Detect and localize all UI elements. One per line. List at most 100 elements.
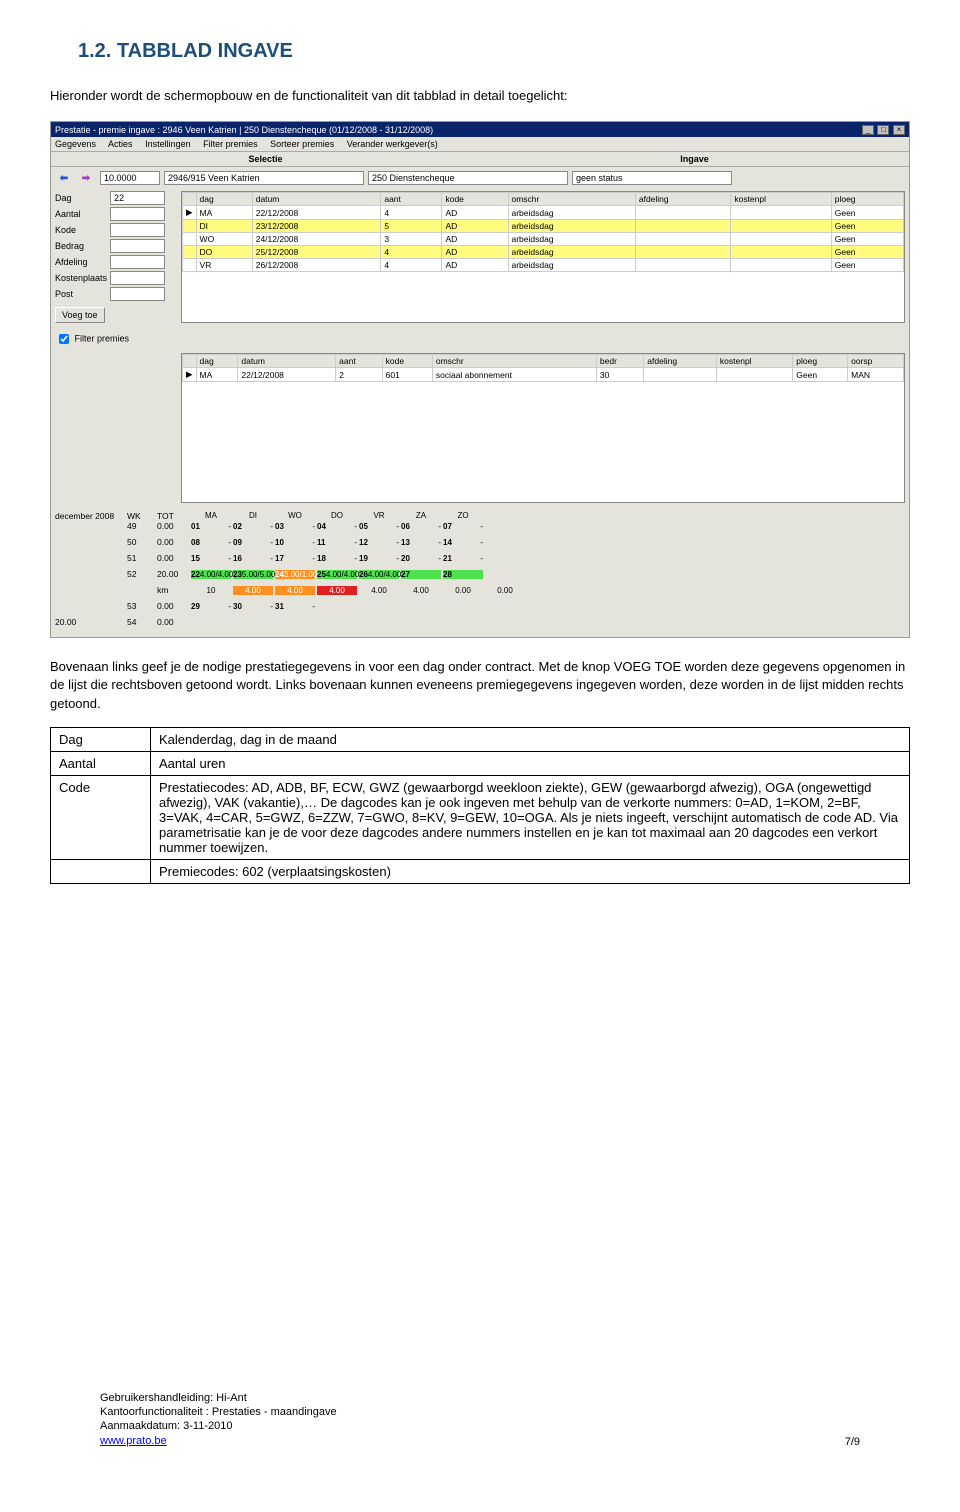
cal-day[interactable]: 06- bbox=[401, 522, 441, 531]
field-code[interactable]: 10.0000 bbox=[100, 171, 160, 185]
table-row[interactable]: WO24/12/20083ADarbeidsdagGeen bbox=[183, 233, 904, 246]
cal-bottom-total: 20.00 bbox=[55, 617, 125, 627]
grid-header: ploeg bbox=[793, 355, 848, 368]
cal-day[interactable]: 31- bbox=[275, 602, 315, 611]
cal-day[interactable]: 15- bbox=[191, 554, 231, 563]
table-row[interactable]: DO25/12/20084ADarbeidsdagGeen bbox=[183, 246, 904, 259]
cal-day[interactable]: 08- bbox=[191, 538, 231, 547]
field-status[interactable]: geen status bbox=[572, 171, 732, 185]
label-dag: Dag bbox=[55, 193, 110, 203]
table-row[interactable]: DI23/12/20085ADarbeidsdagGeen bbox=[183, 220, 904, 233]
intro-paragraph: Hieronder wordt de schermopbouw en de fu… bbox=[50, 87, 910, 105]
maximize-icon[interactable]: □ bbox=[877, 125, 889, 135]
menu-item[interactable]: Acties bbox=[108, 139, 133, 149]
cal-day[interactable]: 30- bbox=[233, 602, 273, 611]
voeg-toe-button[interactable]: Voeg toe bbox=[55, 307, 105, 323]
def-desc: Premiecodes: 602 (verplaatsingskosten) bbox=[151, 859, 910, 883]
nav-next-icon[interactable]: ➡ bbox=[76, 170, 96, 186]
cal-day[interactable]: 224.00/4.00 bbox=[191, 570, 231, 579]
cal-day[interactable]: 243.00/1.00 bbox=[275, 570, 315, 579]
grid-header: omschr bbox=[508, 193, 635, 206]
cal-day[interactable]: 27 bbox=[401, 570, 441, 579]
filter-premies-checkbox[interactable] bbox=[59, 334, 69, 344]
calendar-month: december 2008 bbox=[55, 511, 125, 521]
table-row[interactable]: ▶MA22/12/20082601sociaal abonnement30Gee… bbox=[183, 368, 904, 382]
cal-day[interactable]: 11- bbox=[317, 538, 357, 547]
menu-item[interactable]: Filter premies bbox=[203, 139, 258, 149]
input-aantal[interactable] bbox=[110, 207, 165, 221]
cal-wk: 53 bbox=[127, 601, 155, 611]
menu-item[interactable]: Gegevens bbox=[55, 139, 96, 149]
cal-day[interactable]: 254.00/4.00 bbox=[317, 570, 357, 579]
cal-header-day: MA bbox=[191, 511, 231, 521]
cal-day[interactable]: 16- bbox=[233, 554, 273, 563]
input-post[interactable] bbox=[110, 287, 165, 301]
cal-day[interactable]: 14- bbox=[443, 538, 483, 547]
def-row: DagKalenderdag, dag in de maand bbox=[51, 727, 910, 751]
window-title: Prestatie - premie ingave : 2946 Veen Ka… bbox=[55, 125, 433, 135]
cal-wk: 50 bbox=[127, 537, 155, 547]
cal-tot: 0.00 bbox=[157, 553, 189, 563]
close-icon[interactable]: × bbox=[893, 125, 905, 135]
cal-day[interactable]: 29- bbox=[191, 602, 231, 611]
cal-day[interactable]: 19- bbox=[359, 554, 399, 563]
section-ingave: Ingave bbox=[480, 152, 909, 166]
nav-prev-icon[interactable]: ⬅ bbox=[54, 170, 74, 186]
cal-day[interactable]: 20- bbox=[401, 554, 441, 563]
section-heading: 1.2. TABBLAD INGAVE bbox=[78, 40, 910, 63]
cal-header-day: DI bbox=[233, 511, 273, 521]
cal-wk: 52 bbox=[127, 569, 155, 579]
cal-day[interactable]: 05- bbox=[359, 522, 399, 531]
field-employee[interactable]: 2946/915 Veen Katrien bbox=[164, 171, 364, 185]
app-screenshot: Prestatie - premie ingave : 2946 Veen Ka… bbox=[50, 121, 910, 638]
cal-day[interactable]: 03- bbox=[275, 522, 315, 531]
cal-header-day: ZA bbox=[401, 511, 441, 521]
input-dag[interactable]: 22 bbox=[110, 191, 165, 205]
table-row[interactable]: VR26/12/20084ADarbeidsdagGeen bbox=[183, 259, 904, 272]
cal-week-row: 490.0001-02-03-04-05-06-07- bbox=[55, 521, 905, 531]
input-afdeling[interactable] bbox=[110, 255, 165, 269]
menu-item[interactable]: Verander werkgever(s) bbox=[347, 139, 438, 149]
cal-day[interactable]: 04- bbox=[317, 522, 357, 531]
cal-day[interactable]: 17- bbox=[275, 554, 315, 563]
cal-day[interactable]: 235.00/5.00 bbox=[233, 570, 273, 579]
cal-week-row: 530.0029-30-31- bbox=[55, 601, 905, 611]
cal-day[interactable]: 09- bbox=[233, 538, 273, 547]
menu-item[interactable]: Sorteer premies bbox=[270, 139, 334, 149]
window-controls: _ □ × bbox=[861, 124, 905, 135]
input-kostenplaats[interactable] bbox=[110, 271, 165, 285]
input-kode[interactable] bbox=[110, 223, 165, 237]
label-aantal: Aantal bbox=[55, 209, 110, 219]
table-row[interactable]: ▶MA22/12/20084ADarbeidsdagGeen bbox=[183, 206, 904, 220]
menu-item[interactable]: Instellingen bbox=[145, 139, 191, 149]
cal-day[interactable]: 01- bbox=[191, 522, 231, 531]
cal-day[interactable]: 10- bbox=[275, 538, 315, 547]
grid-header: oorsp bbox=[848, 355, 904, 368]
cal-km-cell: 4.00 bbox=[359, 586, 399, 595]
cal-header-day: ZO bbox=[443, 511, 483, 521]
cal-day[interactable]: 21- bbox=[443, 554, 483, 563]
grid-header: dag bbox=[196, 193, 252, 206]
window-titlebar: Prestatie - premie ingave : 2946 Veen Ka… bbox=[51, 122, 909, 137]
cal-day[interactable]: 13- bbox=[401, 538, 441, 547]
input-bedrag[interactable] bbox=[110, 239, 165, 253]
def-desc: Aantal uren bbox=[151, 751, 910, 775]
cal-day[interactable]: 28 bbox=[443, 570, 483, 579]
cal-day[interactable]: 07- bbox=[443, 522, 483, 531]
def-desc: Prestatiecodes: AD, ADB, BF, ECW, GWZ (g… bbox=[151, 775, 910, 859]
footer-link[interactable]: www.prato.be bbox=[100, 1435, 167, 1447]
cal-day[interactable]: 18- bbox=[317, 554, 357, 563]
def-label: Code bbox=[51, 775, 151, 859]
cal-km-cell: 4.00 bbox=[317, 586, 357, 595]
cal-day[interactable]: 12- bbox=[359, 538, 399, 547]
field-type[interactable]: 250 Dienstencheque bbox=[368, 171, 568, 185]
cal-day[interactable]: 264.00/4.00 bbox=[359, 570, 399, 579]
cal-tot: 0.00 bbox=[157, 537, 189, 547]
cal-tot: 0.00 bbox=[157, 601, 189, 611]
minimize-icon[interactable]: _ bbox=[862, 125, 874, 135]
grid-header bbox=[183, 355, 197, 368]
cal-km-cell: 0.00 bbox=[485, 586, 525, 595]
cal-day[interactable]: 02- bbox=[233, 522, 273, 531]
grid-header: kode bbox=[442, 193, 508, 206]
grid-header: aant bbox=[381, 193, 442, 206]
